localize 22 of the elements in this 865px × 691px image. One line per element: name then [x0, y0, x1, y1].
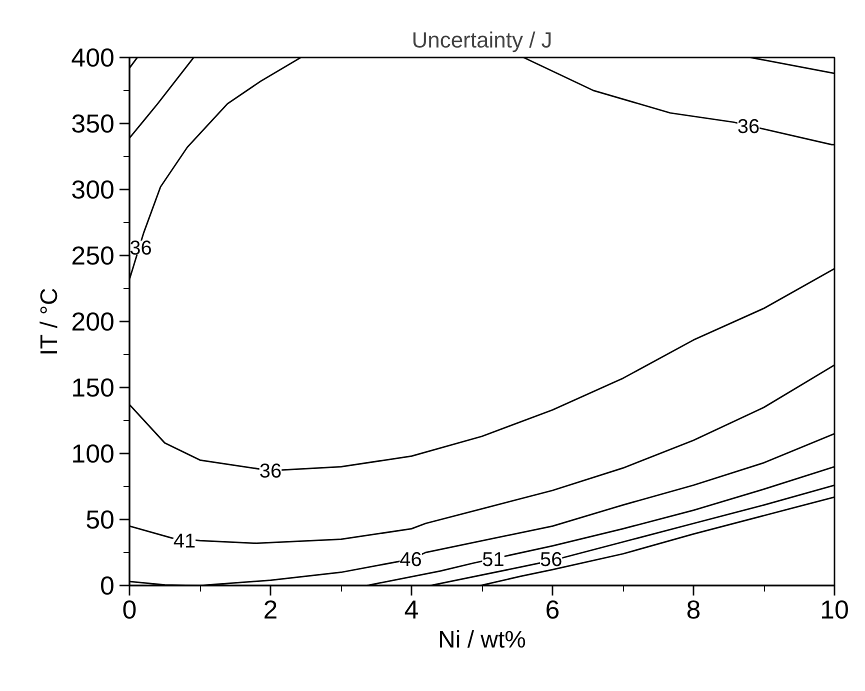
annotation: 36	[737, 116, 760, 138]
x-axis-title: Ni / wt%	[438, 626, 526, 654]
x-tick-label: 2	[263, 594, 278, 624]
y-tick-label: 50	[86, 504, 114, 534]
x-tick-label: 4	[404, 594, 419, 624]
chart-title: Uncertainty / J	[412, 28, 552, 52]
y-tick-label: 400	[71, 42, 115, 72]
annotation: 51	[482, 549, 504, 572]
y-axis-title: IT / °C	[36, 288, 64, 356]
y-tick-label: 0	[100, 570, 115, 600]
y-tick-label: 200	[71, 306, 115, 336]
annotation: 36	[130, 238, 152, 260]
x-tick-label: 8	[686, 594, 701, 624]
x-tick-label: 0	[122, 594, 137, 624]
x-tick-label: 10	[820, 594, 849, 624]
y-tick-label: 100	[71, 438, 115, 468]
y-tick-label: 250	[71, 240, 115, 270]
y-tick-label: 150	[71, 372, 115, 402]
y-tick-label: 350	[71, 108, 115, 138]
y-tick-label: 300	[71, 174, 115, 204]
x-tick-label: 6	[545, 594, 560, 624]
annotation: 41	[173, 530, 196, 553]
